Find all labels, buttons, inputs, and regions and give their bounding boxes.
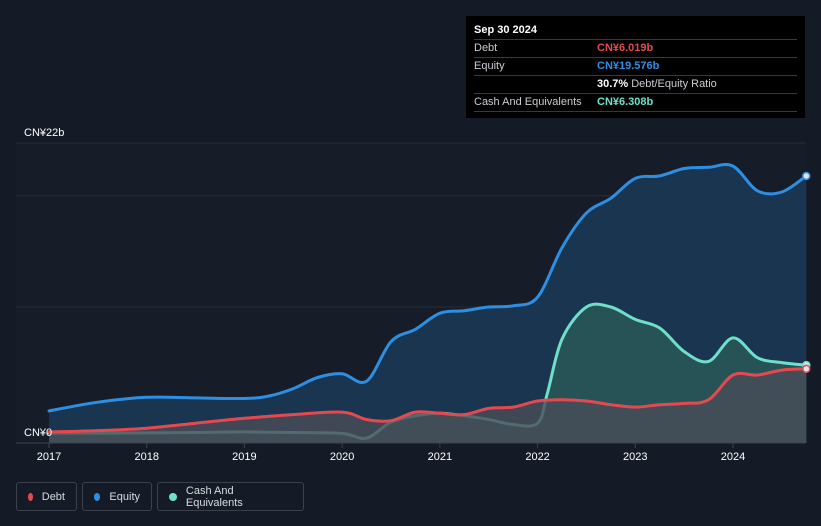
tooltip-debt-value: CN¥6.019b	[597, 42, 654, 54]
x-tick-label: 2018	[134, 451, 158, 463]
line-debt	[47, 367, 808, 434]
legend-equity[interactable]: Equity	[82, 482, 152, 511]
legend-cash[interactable]: Cash And Equivalents	[157, 482, 304, 511]
tooltip-label: Cash And Equivalents	[474, 96, 582, 108]
y-tick-label: CN¥22b	[24, 127, 64, 139]
x-tick-label: 2024	[721, 451, 745, 463]
legend-debt[interactable]: Debt	[16, 482, 77, 511]
legend-equity-dot	[94, 492, 101, 501]
endpoint-equity	[802, 171, 811, 181]
tooltip-panel: Sep 30 2024 Debt CN¥6.019b Equity CN¥19.…	[466, 16, 805, 118]
tooltip-row-ratio: 30.7% Debt/Equity Ratio	[474, 75, 797, 93]
legend-debt-dot	[28, 492, 33, 501]
area-debt	[49, 368, 807, 443]
x-tick-label: 2019	[232, 451, 256, 463]
x-tick-label: 2020	[330, 451, 354, 463]
tooltip-row-debt: Debt CN¥6.019b	[474, 39, 797, 57]
tooltip-cash-value: CN¥6.308b	[597, 96, 654, 108]
legend-equity-label: Equity	[109, 490, 140, 503]
tooltip-equity-value: CN¥19.576b	[597, 60, 660, 72]
tooltip-ratio-caption: Debt/Equity Ratio	[631, 78, 717, 90]
tooltip-row-equity: Equity CN¥19.576b	[474, 57, 797, 75]
tooltip-label: Debt	[474, 42, 498, 54]
x-tick-label: 2017	[37, 451, 61, 463]
endpoint-debt	[802, 364, 811, 374]
line-equity	[47, 163, 808, 413]
legend-debt-label: Debt	[41, 490, 65, 503]
tooltip-label	[474, 76, 597, 93]
legend-cash-label: Cash And Equivalents	[185, 484, 243, 509]
tooltip-row-cash: Cash And Equivalents CN¥6.308b	[474, 93, 797, 112]
x-tick-label: 2023	[623, 451, 647, 463]
tooltip-date: Sep 30 2024	[474, 24, 537, 36]
tooltip-ratio-value: 30.7%	[597, 78, 629, 90]
legend-cash-dot	[169, 492, 177, 501]
x-tick-label: 2022	[525, 451, 549, 463]
tooltip-label: Equity	[474, 60, 505, 72]
y-tick-label: CN¥0	[24, 427, 52, 439]
x-tick-label: 2021	[428, 451, 452, 463]
